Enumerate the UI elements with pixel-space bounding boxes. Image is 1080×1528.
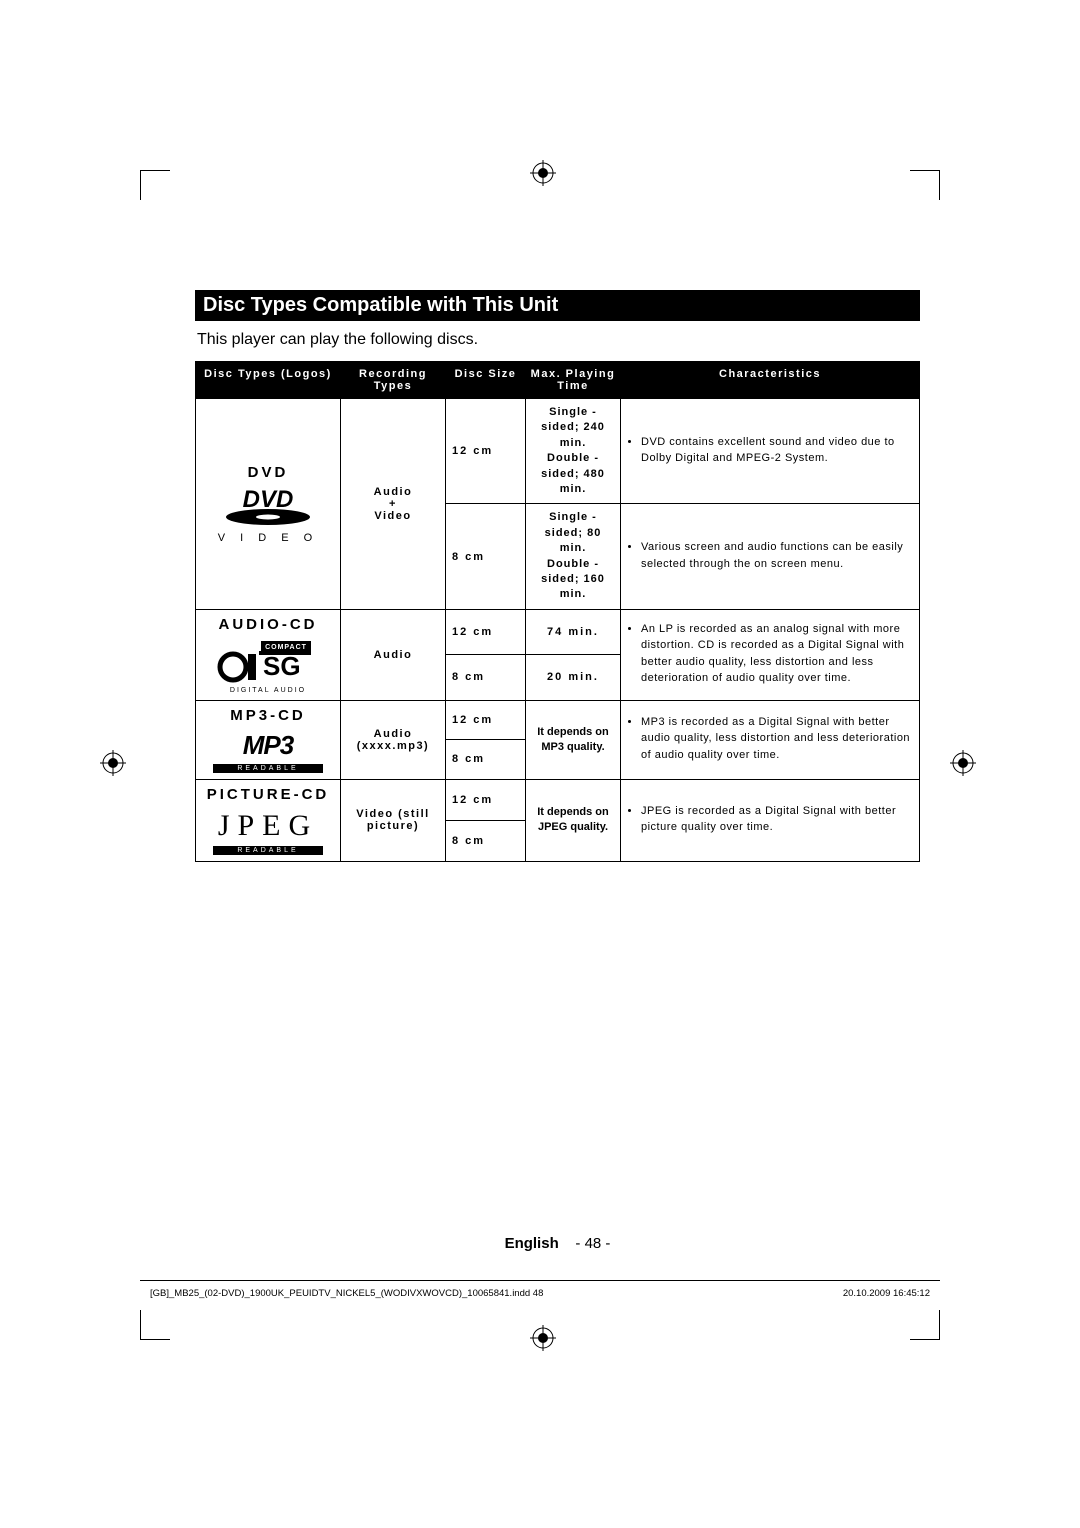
mp3-readable-bar: READABLE xyxy=(213,764,323,773)
table-row: MP3-CD MP3 READABLE Audio (xxxx.mp3) 12 … xyxy=(196,700,920,740)
disc-table: Disc Types (Logos) Recording Types Disc … xyxy=(195,361,920,862)
crop-mark xyxy=(910,1310,940,1340)
dvd-time-8: Single - sided; 80 min.Double - sided; 1… xyxy=(526,504,621,609)
col-disc-size: Disc Size xyxy=(446,362,526,399)
jpeg-logo-icon: JPEG xyxy=(202,809,334,843)
mp3cd-char: MP3 is recorded as a Digital Signal with… xyxy=(621,700,920,779)
registration-mark-icon xyxy=(530,160,556,186)
disc-type-label: AUDIO-CD xyxy=(202,616,334,633)
table-row: AUDIO-CD COMPACT SG DIGITAL AUDIO Audio … xyxy=(196,609,920,655)
col-max-time: Max. Playing Time xyxy=(526,362,621,399)
audiocd-time-8: 20 min. xyxy=(526,655,621,701)
disc-type-label: MP3-CD xyxy=(202,707,334,724)
dvd-recording: Audio+Video xyxy=(341,399,446,610)
footer-metadata: [GB]_MB25_(02-DVD)_1900UK_PEUIDTV_NICKEL… xyxy=(150,1288,930,1299)
dvd-logo-sub: V I D E O xyxy=(202,532,334,544)
mp3-logo-icon: MP3 xyxy=(202,730,334,761)
table-row: DVD DVD V I D E O Audio+Video 12 cm Sing… xyxy=(196,399,920,504)
col-characteristics: Characteristics xyxy=(621,362,920,399)
footer-page-number: - 48 - xyxy=(575,1235,610,1252)
dvd-time-12: Single - sided; 240 min.Double - sided; … xyxy=(526,399,621,504)
crop-mark xyxy=(910,170,940,200)
page-content: Disc Types Compatible with This Unit Thi… xyxy=(195,290,920,862)
disc-type-label: DVD xyxy=(202,464,334,481)
svg-text:COMPACT: COMPACT xyxy=(265,644,307,651)
section-title: Disc Types Compatible with This Unit xyxy=(195,290,920,321)
mp3cd-recording: Audio (xxxx.mp3) xyxy=(341,700,446,779)
disc-type-label: PICTURE-CD xyxy=(202,786,334,803)
picturecd-char: JPEG is recorded as a Digital Signal wit… xyxy=(621,779,920,861)
picturecd-size-12: 12 cm xyxy=(446,779,526,820)
footer-timestamp: 20.10.2009 16:45:12 xyxy=(843,1288,930,1299)
audiocd-size-12: 12 cm xyxy=(446,609,526,655)
registration-mark-icon xyxy=(100,750,126,776)
col-disc-types: Disc Types (Logos) xyxy=(196,362,341,399)
page-footer: English - 48 - xyxy=(195,1235,920,1252)
crop-mark xyxy=(140,1310,170,1340)
mp3cd-size-8: 8 cm xyxy=(446,740,526,780)
cd-logo-sub: DIGITAL AUDIO xyxy=(202,687,334,694)
col-recording-types: Recording Types xyxy=(341,362,446,399)
footer-language: English xyxy=(505,1235,559,1252)
dvd-char-1: DVD contains excellent sound and video d… xyxy=(621,399,920,504)
picturecd-recording: Video (still picture) xyxy=(341,779,446,861)
compact-disc-logo-icon: COMPACT SG xyxy=(213,639,323,684)
mp3cd-size-12: 12 cm xyxy=(446,700,526,740)
audiocd-time-12: 74 min. xyxy=(526,609,621,655)
crop-mark xyxy=(140,170,170,200)
footer-filename: [GB]_MB25_(02-DVD)_1900UK_PEUIDTV_NICKEL… xyxy=(150,1288,543,1299)
audiocd-recording: Audio xyxy=(341,609,446,700)
dvd-size-8: 8 cm xyxy=(446,504,526,609)
audiocd-char: An LP is recorded as an analog signal wi… xyxy=(621,609,920,700)
footer-rule xyxy=(140,1280,940,1281)
table-row: PICTURE-CD JPEG READABLE Video (still pi… xyxy=(196,779,920,820)
picturecd-time: It depends on JPEG quality. xyxy=(526,779,621,861)
dvd-size-12: 12 cm xyxy=(446,399,526,504)
dvd-char-2: Various screen and audio functions can b… xyxy=(621,504,920,609)
jpeg-readable-bar: READABLE xyxy=(213,846,323,855)
registration-mark-icon xyxy=(950,750,976,776)
dvd-logo-icon: DVD xyxy=(213,487,323,527)
picturecd-size-8: 8 cm xyxy=(446,820,526,861)
svg-text:SG: SG xyxy=(263,651,301,681)
audiocd-size-8: 8 cm xyxy=(446,655,526,701)
mp3cd-time: It depends on MP3 quality. xyxy=(526,700,621,779)
registration-mark-icon xyxy=(530,1325,556,1351)
intro-text: This player can play the following discs… xyxy=(197,331,920,349)
